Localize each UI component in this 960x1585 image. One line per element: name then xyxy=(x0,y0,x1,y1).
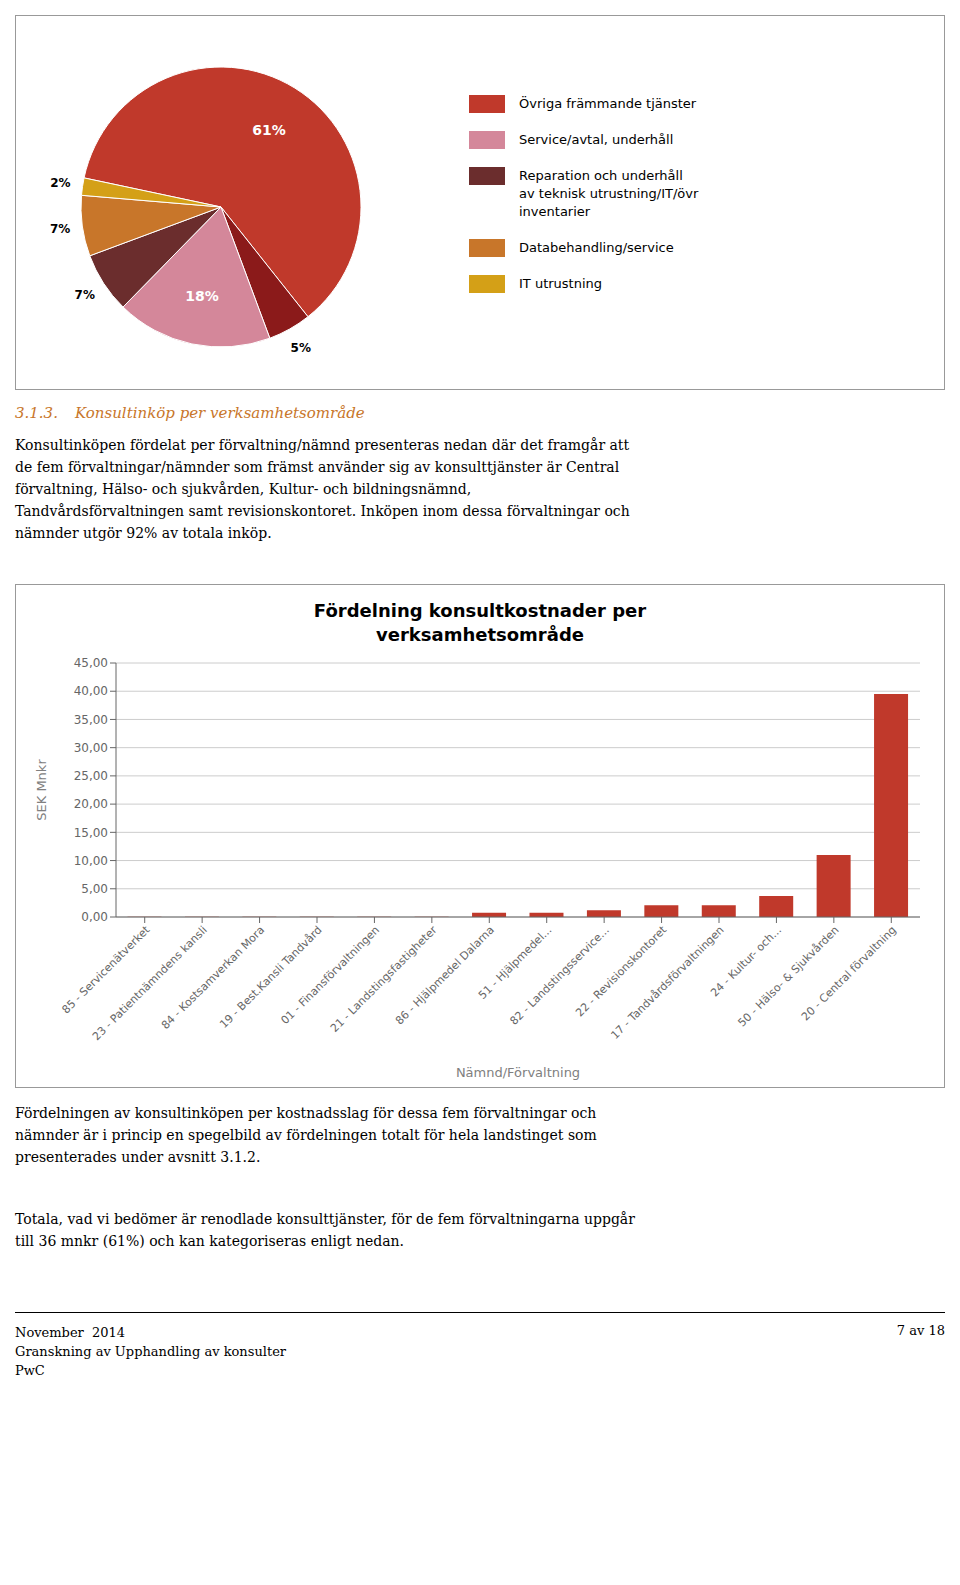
svg-text:10,00: 10,00 xyxy=(74,854,108,868)
svg-text:SEK Mnkr: SEK Mnkr xyxy=(34,759,49,821)
svg-text:61%: 61% xyxy=(252,122,286,138)
html-text:Service/avtal, underhåll: Service/avtal, underhåll xyxy=(519,131,674,147)
html-text:Konsultinköpen fördelat per fö: Konsultinköpen fördelat per förvaltning/… xyxy=(15,437,630,541)
svg-text:Nämnd/Förvaltning: Nämnd/Förvaltning xyxy=(456,1065,580,1080)
html-text:Fördelning konsultkostnader pe: Fördelning konsultkostnader per verksamh… xyxy=(313,600,647,645)
svg-text:0,00: 0,00 xyxy=(81,910,108,924)
svg-text:5%: 5% xyxy=(291,341,311,355)
html-text:Fördelningen av konsultinköpen: Fördelningen av konsultinköpen per kostn… xyxy=(15,1105,597,1165)
svg-text:18%: 18% xyxy=(185,288,219,304)
svg-text:2%: 2% xyxy=(50,176,70,190)
svg-text:15,00: 15,00 xyxy=(74,826,108,840)
svg-text:45,00: 45,00 xyxy=(74,656,108,670)
html-text:Övriga främmande tjänster: Övriga främmande tjänster xyxy=(519,95,697,111)
svg-text:22 - Revisionskontoret: 22 - Revisionskontoret xyxy=(573,923,669,1019)
svg-text:7%: 7% xyxy=(50,222,70,236)
svg-text:40,00: 40,00 xyxy=(74,684,108,698)
html-text:Totala, vad vi bedömer är reno: Totala, vad vi bedömer är renodlade kons… xyxy=(15,1211,635,1249)
html-text:November 2014 Granskning av Up: November 2014 Granskning av Upphandling … xyxy=(15,1325,287,1378)
svg-text:21 - Landstingsfastigheter: 21 - Landstingsfastigheter xyxy=(328,923,440,1035)
svg-text:50 - Hälso- & Sjukvården: 50 - Hälso- & Sjukvården xyxy=(735,923,841,1029)
html-text:Databehandling/service: Databehandling/service xyxy=(519,239,674,255)
svg-text:84 - Kostsamverkan Mora: 84 - Kostsamverkan Mora xyxy=(159,923,267,1031)
svg-text:17 - Tandvårdsförvaltningen: 17 - Tandvårdsförvaltningen xyxy=(608,923,726,1041)
svg-text:30,00: 30,00 xyxy=(74,741,108,755)
html-text:7 av 18: 7 av 18 xyxy=(896,1323,945,1338)
svg-text:19 - Best.Kansli Tandvård: 19 - Best.Kansli Tandvård xyxy=(217,923,325,1031)
svg-text:24 - Kultur- och...: 24 - Kultur- och... xyxy=(708,923,785,1000)
svg-text:7%: 7% xyxy=(75,288,95,302)
svg-text:20 - Central förvaltning: 20 - Central förvaltning xyxy=(799,923,899,1023)
html-text:3.1.3.: 3.1.3. xyxy=(15,404,58,422)
svg-text:82 - Landstingsservice...: 82 - Landstingsservice... xyxy=(508,923,612,1027)
svg-text:35,00: 35,00 xyxy=(74,713,108,727)
svg-text:86 - Hjälpmedel Dalarna: 86 - Hjälpmedel Dalarna xyxy=(393,923,497,1027)
svg-text:20,00: 20,00 xyxy=(74,797,108,811)
html-text:IT utrustning: IT utrustning xyxy=(519,275,602,291)
svg-text:01 - Finansförvaltningen: 01 - Finansförvaltningen xyxy=(279,923,383,1027)
html-text:Konsultinköp per verksamhetsom: Konsultinköp per verksamhetsområde xyxy=(75,404,365,422)
svg-text:25,00: 25,00 xyxy=(74,769,108,783)
svg-text:51 - Hjälpmedel...: 51 - Hjälpmedel... xyxy=(476,923,555,1002)
svg-text:5,00: 5,00 xyxy=(81,882,108,896)
svg-text:85 - Servicenätverket: 85 - Servicenätverket xyxy=(59,923,153,1017)
html-text:Reparation och underhåll av te: Reparation och underhåll av teknisk utru… xyxy=(519,167,699,219)
svg-text:23 - Patientnämndens kansli: 23 - Patientnämndens kansli xyxy=(90,923,210,1043)
